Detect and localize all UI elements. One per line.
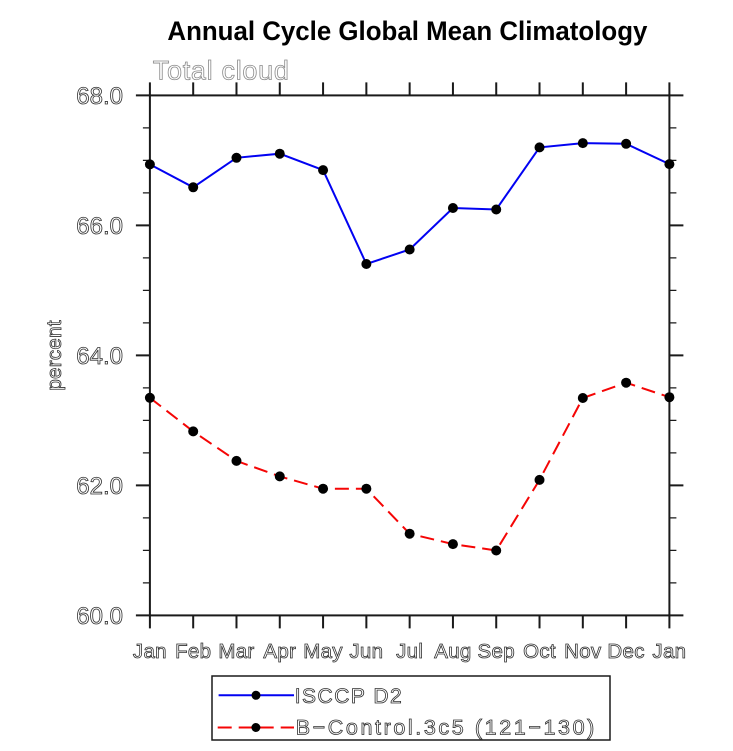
svg-text:Jul: Jul (396, 640, 423, 663)
svg-text:Annual Cycle Global Mean Clima: Annual Cycle Global Mean Climatology (167, 16, 647, 46)
svg-text:Mar: Mar (218, 640, 254, 663)
svg-text:B−Control.3c5 (121−130): B−Control.3c5 (121−130) (296, 716, 597, 740)
svg-text:Jan: Jan (133, 640, 167, 663)
svg-text:percent: percent (43, 320, 66, 390)
svg-text:60.0: 60.0 (76, 603, 123, 630)
svg-text:62.0: 62.0 (76, 473, 123, 500)
svg-text:Jun: Jun (349, 640, 383, 663)
svg-text:ISCCP D2: ISCCP D2 (295, 685, 403, 708)
svg-text:Nov: Nov (564, 640, 602, 663)
svg-text:Sep: Sep (478, 640, 515, 663)
svg-text:66.0: 66.0 (76, 213, 123, 240)
svg-text:Feb: Feb (175, 640, 211, 663)
svg-text:May: May (303, 640, 343, 663)
svg-text:Jan: Jan (652, 640, 686, 663)
svg-text:Aug: Aug (434, 640, 471, 663)
svg-text:64.0: 64.0 (76, 343, 123, 370)
svg-text:Apr: Apr (263, 640, 296, 663)
svg-text:Dec: Dec (607, 640, 644, 663)
svg-text:Total cloud: Total cloud (153, 56, 290, 86)
svg-text:Oct: Oct (523, 640, 556, 663)
svg-text:68.0: 68.0 (76, 83, 123, 110)
